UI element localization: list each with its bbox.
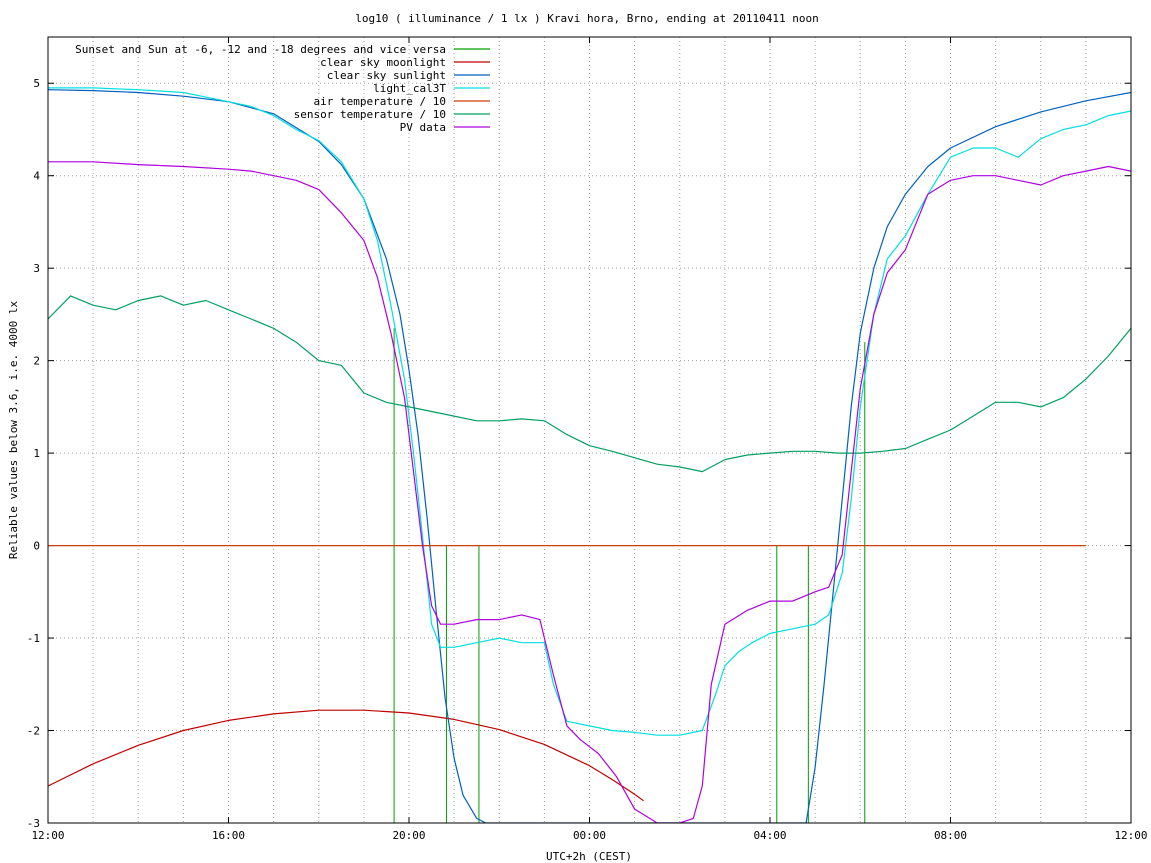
x-tick-label: 12:00 xyxy=(31,829,64,842)
series-light-cal3t xyxy=(48,87,1131,736)
x-tick-label: 00:00 xyxy=(573,829,606,842)
legend-label: air temperature / 10 xyxy=(314,95,446,108)
y-tick-label: -2 xyxy=(27,725,40,738)
legend-label: sensor temperature / 10 xyxy=(294,108,446,121)
x-tick-label: 08:00 xyxy=(934,829,967,842)
y-tick-label: -1 xyxy=(27,632,40,645)
y-tick-label: 0 xyxy=(33,540,40,553)
series-sensor-temperature-10 xyxy=(48,295,1131,473)
legend-label: Sunset and Sun at -6, -12 and -18 degree… xyxy=(75,43,446,56)
grid xyxy=(48,37,1131,824)
x-axis-label: UTC+2h (CEST) xyxy=(546,850,632,863)
y-axis-label: Reliable values below 3.6, i.e. 4000 lx xyxy=(7,300,20,559)
plot-border xyxy=(47,36,1132,824)
y-tick-label: 1 xyxy=(33,447,40,460)
x-tick-label: 04:00 xyxy=(753,829,786,842)
y-tick-label: 5 xyxy=(33,77,40,90)
series-layer xyxy=(48,87,1131,823)
chart-title: log10 ( illuminance / 1 lx ) Kravi hora,… xyxy=(355,12,819,25)
series-clear-sky-moonlight xyxy=(48,709,644,802)
legend-label: PV data xyxy=(400,121,446,134)
x-tick-label: 12:00 xyxy=(1114,829,1147,842)
x-tick-label: 20:00 xyxy=(392,829,425,842)
axes: 12:00 16:00 20:00 00:00 04:00 08:00 12:00-3-2-… xyxy=(27,37,1148,842)
y-tick-label: -3 xyxy=(27,817,40,830)
legend: Sunset and Sun at -6, -12 and -18 degree… xyxy=(75,43,490,134)
y-tick-label: 2 xyxy=(33,355,40,368)
y-tick-label: 3 xyxy=(33,262,40,275)
series-pv-data xyxy=(48,161,1131,823)
series-sunset-and-sun-at-6-12-and-18-degrees-and-vice-versa xyxy=(393,328,866,823)
legend-label: light_cal3T xyxy=(373,82,446,95)
x-tick-label: 16:00 xyxy=(212,829,245,842)
legend-label: clear sky moonlight xyxy=(320,56,446,69)
y-tick-label: 4 xyxy=(33,170,40,183)
legend-label: clear sky sunlight xyxy=(327,69,446,82)
